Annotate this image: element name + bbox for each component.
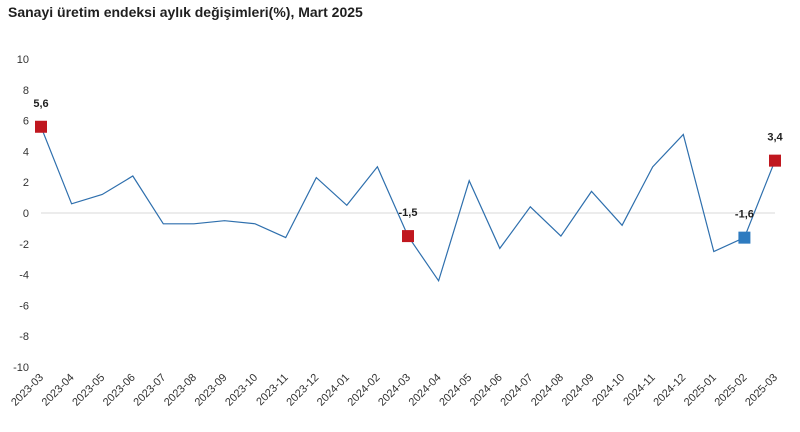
axes: 1086420-2-4-6-8-102023-032023-042023-052… [9, 54, 780, 409]
x-tick-label: 2023-05 [70, 372, 107, 409]
y-tick-label: 6 [23, 116, 29, 128]
data-label: 5,6 [33, 98, 48, 110]
x-tick-label: 2023-12 [284, 372, 321, 409]
x-tick-label: 2023-08 [162, 372, 199, 409]
x-tick-label: 2023-11 [254, 372, 290, 408]
x-tick-label: 2024-02 [346, 372, 383, 409]
y-tick-label: -2 [19, 239, 29, 251]
x-tick-label: 2025-02 [713, 372, 750, 409]
y-tick-label: -8 [19, 331, 29, 343]
x-tick-label: 2023-10 [223, 372, 260, 409]
y-tick-label: -6 [19, 300, 29, 312]
chart-title: Sanayi üretim endeksi aylık değişimleri(… [8, 4, 363, 20]
highlight-marker [769, 154, 781, 167]
x-tick-label: 2024-10 [590, 372, 627, 409]
series-lines [40, 126, 776, 283]
y-tick-label: 0 [23, 208, 29, 220]
x-tick-label: 2024-04 [407, 372, 444, 409]
x-tick-label: 2024-07 [498, 372, 535, 409]
highlight-marker [402, 230, 414, 243]
x-tick-label: 2024-06 [468, 372, 505, 409]
y-tick-label: -4 [19, 270, 29, 282]
x-tick-label: 2024-01 [315, 372, 352, 409]
highlight-marker [738, 231, 751, 244]
x-tick-label: 2023-07 [131, 372, 168, 409]
series-line [40, 126, 776, 283]
x-tick-label: 2023-04 [40, 372, 77, 409]
x-tick-label: 2023-03 [9, 372, 46, 409]
x-tick-label: 2023-06 [101, 372, 138, 409]
data-labels: 5,6 -1,5 -1,6 3,4 [33, 98, 783, 221]
y-tick-label: -10 [13, 362, 29, 374]
x-tick-label: 2025-03 [743, 372, 780, 409]
x-tick-label: 2024-09 [560, 372, 597, 409]
highlight-marker [35, 120, 47, 133]
x-tick-label: 2024-05 [437, 372, 474, 409]
y-tick-label: 4 [23, 146, 29, 158]
data-label: 3,4 [767, 132, 783, 144]
x-tick-label: 2024-11 [621, 372, 657, 408]
y-tick-label: 2 [23, 177, 29, 189]
y-tick-label: 8 [23, 85, 29, 97]
highlight-markers [35, 120, 781, 244]
x-tick-label: 2023-09 [193, 372, 230, 409]
x-tick-label: 2025-01 [682, 372, 719, 409]
data-label: -1,5 [399, 207, 418, 219]
x-tick-label: 2024-12 [651, 372, 688, 409]
y-tick-label: 10 [17, 54, 29, 66]
data-label: -1,6 [735, 209, 754, 221]
x-tick-label: 2024-08 [529, 372, 566, 409]
x-tick-label: 2024-03 [376, 372, 413, 409]
